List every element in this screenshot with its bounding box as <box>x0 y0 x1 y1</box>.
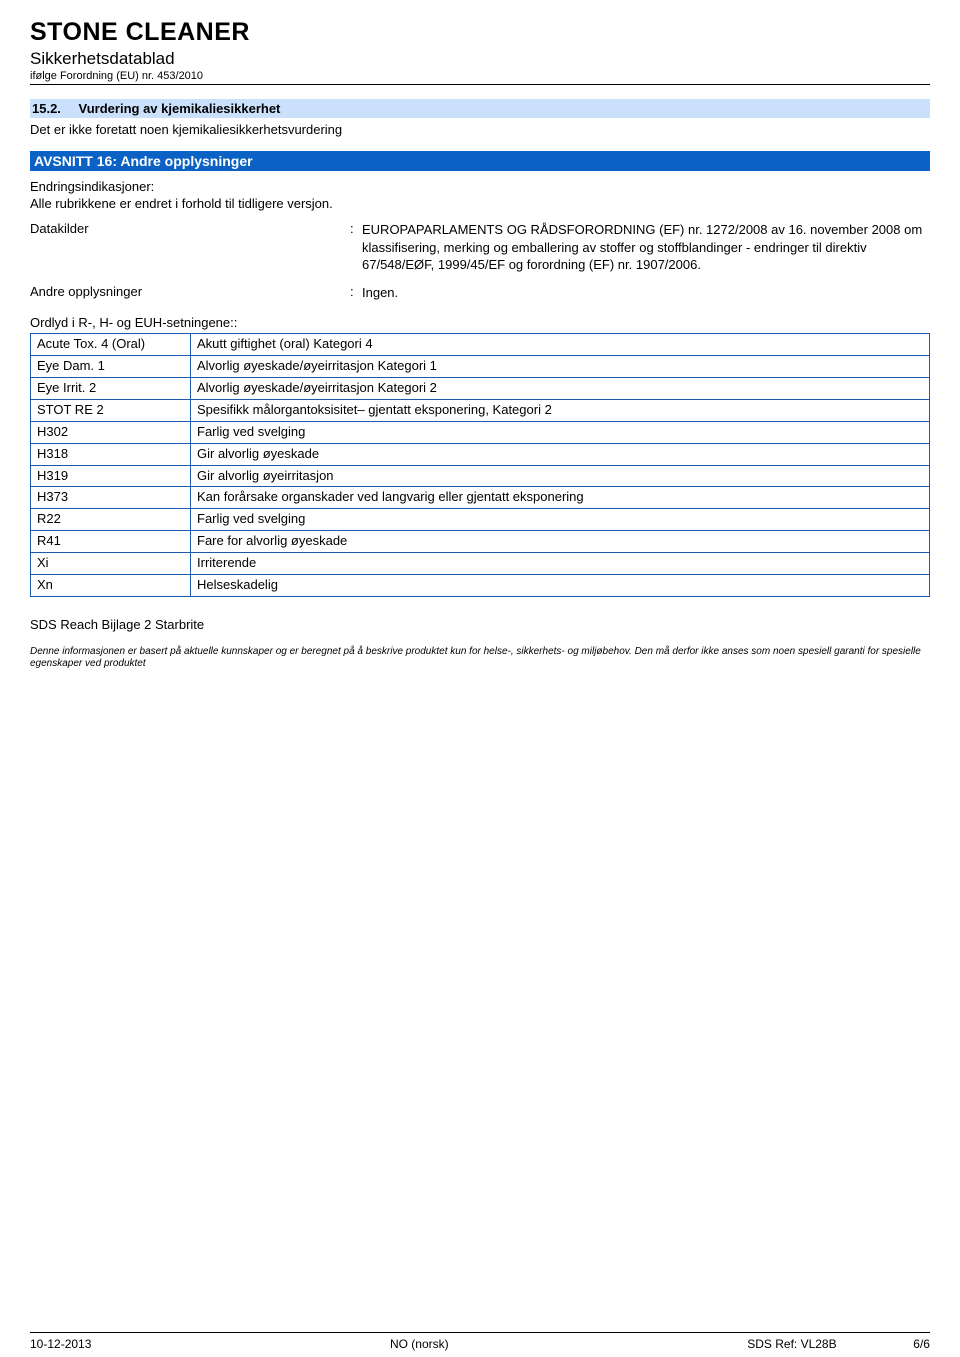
table-row: R41Fare for alvorlig øyeskade <box>31 531 930 553</box>
phrases-table: Acute Tox. 4 (Oral)Akutt giftighet (oral… <box>30 333 930 597</box>
phrase-code: Xi <box>31 553 191 575</box>
table-row: Eye Dam. 1Alvorlig øyeskade/øyeirritasjo… <box>31 356 930 378</box>
phrase-code: H373 <box>31 487 191 509</box>
footer-page: 6/6 <box>913 1337 930 1351</box>
section-16-header: AVSNITT 16: Andre opplysninger <box>30 151 930 171</box>
phrase-code: R22 <box>31 509 191 531</box>
section-15-2-header: 15.2. Vurdering av kjemikaliesikkerhet <box>30 99 930 118</box>
datakilder-value: EUROPAPARLAMENTS OG RÅDSFORORDNING (EF) … <box>362 221 930 274</box>
phrases-caption: Ordlyd i R-, H- og EUH-setningene:: <box>30 315 930 330</box>
phrase-text: Farlig ved svelging <box>191 509 930 531</box>
phrase-code: Eye Dam. 1 <box>31 356 191 378</box>
table-row: XiIrriterende <box>31 553 930 575</box>
phrase-text: Kan forårsake organskader ved langvarig … <box>191 487 930 509</box>
kv-colon: : <box>350 284 362 299</box>
phrase-text: Spesifikk målorgantoksisitet– gjentatt e… <box>191 399 930 421</box>
footer-row: 10-12-2013 NO (norsk) SDS Ref: VL28B 6/6 <box>30 1337 930 1351</box>
footer-date: 10-12-2013 <box>30 1337 91 1351</box>
footer-lang: NO (norsk) <box>390 1337 449 1351</box>
section-15-2-body: Det er ikke foretatt noen kjemikaliesikk… <box>30 118 930 137</box>
phrase-code: Xn <box>31 574 191 596</box>
page-subtitle: Sikkerhetsdatablad <box>30 49 930 69</box>
page-title: STONE CLEANER <box>30 18 930 47</box>
phrase-code: Acute Tox. 4 (Oral) <box>31 334 191 356</box>
sds-reference-left: SDS Reach Bijlage 2 Starbrite <box>30 617 930 632</box>
change-indication-text: Alle rubrikkene er endret i forhold til … <box>30 194 930 211</box>
disclaimer-text: Denne informasjonen er basert på aktuell… <box>30 646 930 671</box>
table-row: STOT RE 2Spesifikk målorgantoksisitet– g… <box>31 399 930 421</box>
andre-opplysninger-value: Ingen. <box>362 284 930 302</box>
phrase-text: Alvorlig øyeskade/øyeirritasjon Kategori… <box>191 356 930 378</box>
table-row: XnHelseskadelig <box>31 574 930 596</box>
section-number: 15.2. <box>32 101 61 116</box>
table-row: H319Gir alvorlig øyeirritasjon <box>31 465 930 487</box>
phrase-code: H318 <box>31 443 191 465</box>
andre-opplysninger-label: Andre opplysninger <box>30 284 350 299</box>
phrase-code: H319 <box>31 465 191 487</box>
phrase-text: Gir alvorlig øyeskade <box>191 443 930 465</box>
phrase-text: Helseskadelig <box>191 574 930 596</box>
section-heading-text: Vurdering av kjemikaliesikkerhet <box>79 101 281 116</box>
kv-colon: : <box>350 221 362 236</box>
phrase-text: Farlig ved svelging <box>191 421 930 443</box>
phrase-text: Alvorlig øyeskade/øyeirritasjon Kategori… <box>191 377 930 399</box>
phrase-text: Akutt giftighet (oral) Kategori 4 <box>191 334 930 356</box>
change-indication-heading: Endringsindikasjoner: <box>30 179 930 194</box>
datakilder-label: Datakilder <box>30 221 350 236</box>
table-row: Acute Tox. 4 (Oral)Akutt giftighet (oral… <box>31 334 930 356</box>
header-divider <box>30 84 930 85</box>
phrase-code: Eye Irrit. 2 <box>31 377 191 399</box>
table-row: Eye Irrit. 2Alvorlig øyeskade/øyeirritas… <box>31 377 930 399</box>
table-row: H302Farlig ved svelging <box>31 421 930 443</box>
phrase-code: STOT RE 2 <box>31 399 191 421</box>
table-row: R22Farlig ved svelging <box>31 509 930 531</box>
table-row: H318Gir alvorlig øyeskade <box>31 443 930 465</box>
regulation-text: ifølge Forordning (EU) nr. 453/2010 <box>30 70 930 82</box>
phrase-text: Irriterende <box>191 553 930 575</box>
footer-ref: SDS Ref: VL28B <box>747 1337 836 1351</box>
table-row: H373Kan forårsake organskader ved langva… <box>31 487 930 509</box>
phrase-code: H302 <box>31 421 191 443</box>
footer-divider <box>30 1332 930 1333</box>
phrase-text: Gir alvorlig øyeirritasjon <box>191 465 930 487</box>
phrase-text: Fare for alvorlig øyeskade <box>191 531 930 553</box>
phrase-code: R41 <box>31 531 191 553</box>
